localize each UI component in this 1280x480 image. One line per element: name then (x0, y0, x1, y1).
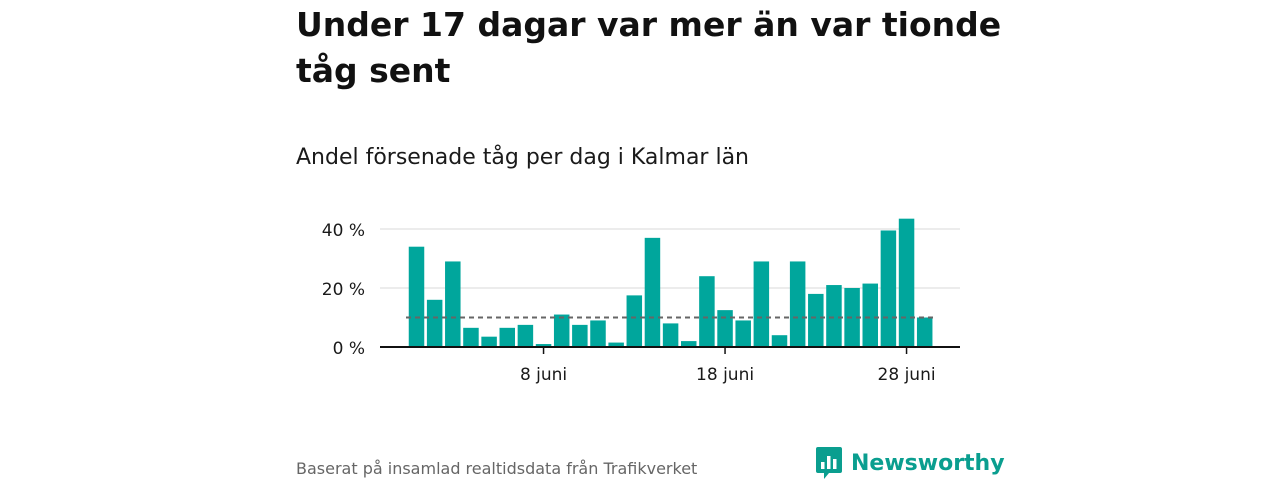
x-tick-label: 18 juni (696, 365, 754, 385)
bar (699, 276, 715, 347)
x-tick-label: 28 juni (878, 365, 936, 385)
bar (789, 261, 806, 347)
bar (898, 218, 915, 347)
y-tick-label: 40 % (322, 221, 365, 241)
bar (826, 285, 842, 347)
y-tick-label: 20 % (322, 280, 365, 300)
bar (535, 344, 552, 347)
bar (517, 324, 534, 347)
newsworthy-logo-icon (816, 447, 842, 479)
bar (553, 314, 570, 347)
bar (572, 324, 588, 347)
bar (862, 283, 878, 347)
brand-logo: Newsworthy (815, 446, 1005, 480)
brand-name: Newsworthy (851, 450, 1005, 476)
bar (608, 342, 624, 347)
bar (753, 261, 770, 347)
chart-subtitle: Andel försenade tåg per dag i Kalmar län (296, 145, 749, 170)
bar (499, 327, 515, 347)
bar (481, 336, 497, 347)
bar (717, 310, 733, 347)
bar (771, 335, 788, 347)
bar (408, 246, 425, 347)
bar (590, 320, 606, 347)
bar-chart: 0 % 20 % 40 % 8 juni 18 juni 28 juni (322, 218, 960, 385)
bar (808, 293, 824, 347)
chart-title: Under 17 dagar var mer än var tionde tåg… (296, 5, 1002, 90)
y-tick-label: 0 % (333, 339, 365, 359)
bar (681, 341, 697, 347)
source-note: Baserat på insamlad realtidsdata från Tr… (296, 459, 698, 478)
bar (626, 295, 643, 347)
x-tick-label: 8 juni (520, 365, 567, 385)
bar (880, 230, 897, 347)
bar (463, 327, 479, 347)
bar (916, 317, 933, 347)
bar (426, 299, 443, 347)
bar (445, 261, 461, 347)
bar (844, 288, 860, 347)
bar (644, 237, 661, 347)
bar (735, 320, 751, 347)
bar (662, 323, 679, 347)
